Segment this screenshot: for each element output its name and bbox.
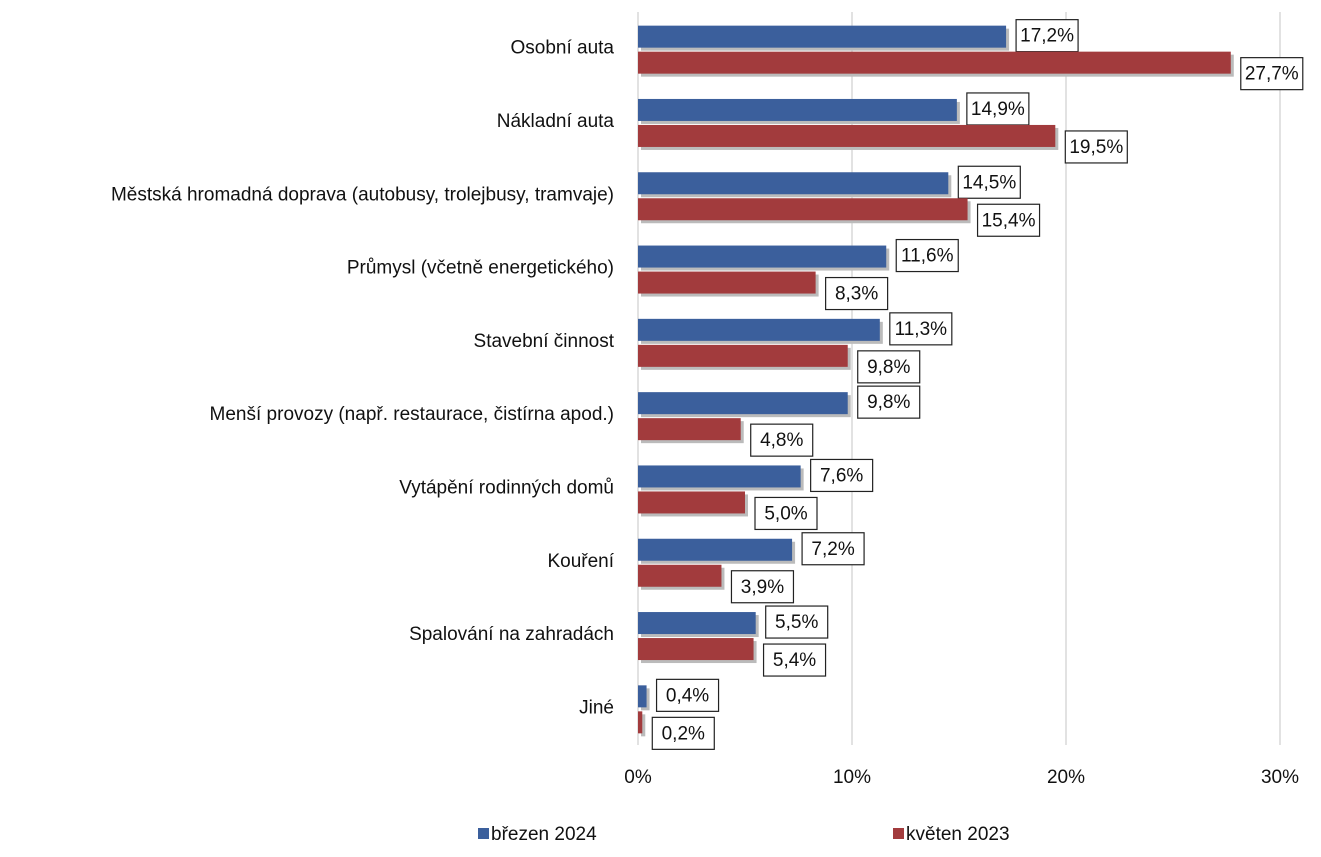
value-label: 19,5%	[1069, 137, 1123, 158]
bar	[638, 318, 880, 341]
category-label: Spalování na zahradách	[409, 624, 614, 645]
value-label: 11,6%	[901, 246, 954, 267]
category-label: Vytápění rodinných domů	[399, 477, 614, 498]
value-label: 7,2%	[811, 539, 854, 560]
legend-label: květen 2023	[906, 824, 1010, 845]
value-label-box	[765, 605, 829, 639]
x-tick-label: 0%	[624, 767, 652, 788]
value-label-box	[895, 238, 959, 273]
value-label: 11,3%	[895, 319, 948, 340]
value-label-box	[825, 276, 889, 311]
bar	[638, 25, 1007, 48]
bar	[638, 418, 741, 441]
bar	[638, 638, 754, 661]
value-label-box	[957, 165, 1021, 199]
bar	[638, 271, 816, 294]
value-label: 5,0%	[764, 503, 807, 524]
value-label: 27,7%	[1245, 64, 1299, 85]
value-label: 15,4%	[982, 210, 1036, 231]
value-label-box	[1240, 57, 1304, 91]
bar	[638, 344, 848, 367]
bar	[638, 612, 756, 635]
value-label: 14,9%	[971, 99, 1025, 120]
bar	[638, 491, 745, 514]
category-label: Nákladní auta	[497, 111, 615, 132]
legend-label: březen 2024	[491, 824, 597, 845]
category-label: Průmysl (včetně energetického)	[347, 258, 614, 279]
bar	[638, 392, 848, 415]
value-label: 17,2%	[1020, 26, 1074, 47]
bar	[638, 98, 957, 121]
bar	[638, 711, 643, 734]
value-label: 9,8%	[867, 392, 910, 413]
value-label-box	[889, 312, 953, 346]
value-label: 4,8%	[760, 430, 803, 451]
bar	[638, 198, 968, 221]
bar	[638, 172, 949, 195]
value-label: 8,3%	[835, 284, 878, 305]
value-label: 14,5%	[962, 172, 1016, 193]
bar	[638, 538, 793, 561]
value-label: 0,2%	[662, 723, 705, 744]
bar	[638, 51, 1231, 74]
value-label-box	[750, 423, 814, 457]
legend-swatch	[478, 828, 489, 839]
bar	[638, 685, 647, 708]
value-label-box	[857, 350, 921, 384]
bar	[638, 465, 801, 488]
value-label-box	[810, 458, 874, 493]
category-label: Menší provozy (např. restaurace, čistírn…	[210, 404, 614, 425]
value-label: 5,5%	[775, 612, 818, 633]
value-label-box	[857, 385, 921, 419]
category-label: Osobní auta	[510, 38, 614, 59]
bar	[638, 564, 722, 587]
value-label-box	[655, 678, 720, 712]
value-label-box	[801, 532, 865, 566]
category-label: Stavební činnost	[474, 331, 615, 352]
x-tick-label: 30%	[1261, 767, 1299, 788]
x-tick-label: 10%	[833, 767, 871, 788]
value-label-box	[730, 570, 795, 604]
value-label: 3,9%	[741, 577, 784, 598]
value-label-box	[754, 496, 818, 531]
category-label: Jiné	[579, 697, 614, 718]
category-label: Kouření	[547, 551, 614, 572]
value-label-box	[1064, 130, 1128, 164]
category-label: Městská hromadná doprava (autobusy, trol…	[111, 184, 614, 205]
value-label: 7,6%	[820, 465, 863, 486]
value-label: 5,4%	[773, 650, 816, 671]
value-label-box	[976, 203, 1041, 237]
bar-shadow	[641, 714, 646, 737]
value-label-box	[762, 643, 827, 677]
value-label: 0,4%	[666, 685, 709, 706]
bar	[638, 124, 1056, 147]
value-label: 9,8%	[867, 357, 910, 378]
bar	[638, 245, 887, 268]
x-tick-label: 20%	[1047, 767, 1085, 788]
legend-swatch	[893, 828, 904, 839]
value-label-box	[651, 716, 715, 750]
